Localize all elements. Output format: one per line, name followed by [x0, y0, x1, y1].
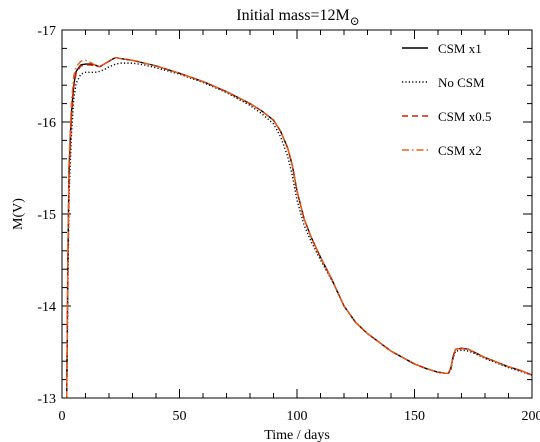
legend: CSM x1 No CSM CSM x0.5 CSM x2	[402, 41, 491, 158]
legend-entry: No CSM	[438, 75, 485, 90]
x-tick-label: 100	[287, 409, 308, 424]
legend-entry: CSM x2	[438, 143, 482, 158]
chart-title-text: Initial mass=12M	[236, 7, 349, 24]
x-axis-label: Time / days	[264, 428, 330, 442]
series-lines	[66, 56, 533, 399]
plot-frame	[61, 29, 533, 399]
series-line	[66, 56, 533, 399]
y-tick-label: -14	[37, 300, 56, 315]
legend-entry: CSM x1	[438, 41, 482, 56]
x-tick-label: 200	[522, 409, 540, 424]
y-tick-label: -15	[37, 208, 56, 223]
y-tick-label: -13	[37, 392, 56, 407]
x-tick-label: 150	[404, 409, 425, 424]
x-tick-label: 50	[173, 409, 187, 424]
y-axis-label: M(V)	[11, 198, 26, 230]
legend-entry: CSM x0.5	[438, 109, 491, 124]
chart-title: Initial mass=12M⊙	[236, 7, 360, 28]
series-line	[66, 62, 533, 399]
x-tick-label: 0	[59, 409, 66, 424]
y-tick-labels: -13 -14 -15 -16 -17	[37, 24, 56, 407]
y-tick-label: -17	[37, 24, 56, 39]
x-tick-labels: 0 50 100 150 200	[59, 409, 540, 424]
y-tick-label: -16	[37, 116, 56, 131]
sun-symbol: ⊙	[350, 14, 360, 28]
